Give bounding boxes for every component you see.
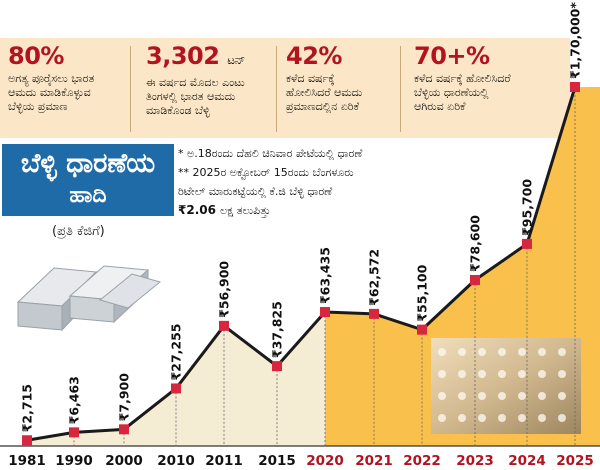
x-tick-label: 2011 (205, 453, 243, 469)
x-tick-label: 2023 (456, 453, 494, 469)
stat-unit: ಟನ್ (227, 53, 245, 67)
data-point (570, 82, 580, 92)
data-label: ₹2,715 (20, 384, 35, 432)
chart-title: ಬೆಳ್ಳಿ ಧಾರಣೆಯ ಹಾದಿ (2, 144, 174, 216)
photo-detail (458, 414, 466, 422)
stat-description: ಕಳೆದ ವರ್ಷಕ್ಕೆ ಹೋಲಿಸಿದರೆ ಆಮದು ಪ್ರಮಾಣದಲ್ಲಿ… (286, 72, 363, 113)
data-point (22, 435, 32, 446)
x-tick-label: 2024 (508, 453, 546, 469)
x-tick-label: 2022 (403, 453, 441, 469)
photo-detail (538, 370, 546, 378)
stat-value: 42% (286, 42, 342, 70)
x-tick-label: 2025 (556, 453, 594, 469)
photo-detail (438, 414, 446, 422)
photo-detail (438, 370, 446, 378)
stat-value: 70+% (414, 42, 490, 70)
data-point (119, 424, 129, 435)
data-point (171, 383, 181, 394)
photo-detail (478, 414, 486, 422)
data-point (369, 308, 379, 319)
x-tick-label: 1981 (8, 453, 46, 469)
stat-divider (276, 46, 277, 132)
footnote-2-cont: ರಿಟೇಲ್ ಮಾರುಕಟ್ಟೆಯಲ್ಲಿ ಕೆ.ಜಿ ಬೆಳ್ಳಿ ಧಾರಣೆ (178, 185, 333, 198)
x-tick-label: 2021 (355, 453, 393, 469)
photo-detail (478, 348, 486, 356)
footnote-price: ₹2.06 ಲಕ್ಷ ತಲುಪಿತ್ತು (178, 203, 271, 217)
unit-note: (ಪ್ರತಿ ಕೆಜಿಗೆ) (52, 224, 105, 239)
footnotes: * ಅ.18ರಂದು ದೆಹಲಿ ಚಿನಿವಾರ ಪೇಟೆಯಲ್ಲಿ ಧಾರಣೆ… (178, 144, 408, 220)
x-tick-label: 1990 (55, 453, 93, 469)
stat-description: ಅಗತ್ಯ ಪೂರೈಸಲು ಭಾರತ ಆಮದು ಮಾಡಿಕೊಳ್ಳುವ ಬೆಳ್… (8, 72, 95, 113)
footnote-1: * ಅ.18ರಂದು ದೆಹಲಿ ಚಿನಿವಾರ ಪೇಟೆಯಲ್ಲಿ ಧಾರಣೆ (178, 147, 363, 160)
stat-value: 80% (8, 42, 64, 70)
area-fill-early (27, 312, 325, 446)
stat-divider (130, 46, 131, 132)
x-tick-label: 2015 (258, 453, 296, 469)
photo-detail (558, 414, 566, 422)
photo-detail (558, 392, 566, 400)
photo-detail (438, 392, 446, 400)
data-point (69, 427, 79, 438)
stat-price-growth: 70+% ಕಳೆದ ವರ್ಷಕ್ಕೆ ಹೋಲಿಸಿದರೆ ಬೆಳ್ಳಿಯ ಧಾರ… (414, 42, 511, 114)
data-label: ₹1,70,000* (568, 2, 583, 79)
photo-detail (558, 370, 566, 378)
title-line-1: ಬೆಳ್ಳಿ ಧಾರಣೆಯ (20, 148, 156, 179)
photo-detail (538, 392, 546, 400)
photo-detail (498, 392, 506, 400)
x-tick-label: 2010 (157, 453, 195, 469)
stat-import-share: 80% ಅಗತ್ಯ ಪೂರೈಸಲು ಭಾರತ ಆಮದು ಮಾಡಿಕೊಳ್ಳುವ … (8, 42, 94, 114)
data-point (417, 324, 427, 335)
photo-detail (538, 414, 546, 422)
photo-detail (478, 370, 486, 378)
photo-detail (538, 348, 546, 356)
data-label: ₹95,700 (520, 179, 535, 236)
x-tick-label: 2000 (105, 453, 143, 469)
data-label: ₹62,572 (367, 249, 382, 306)
stat-description: ಈ ವರ್ಷದ ಮೊದಲ ಎಂಟು ತಿಂಗಳಲ್ಲಿ ಭಾರತ ಆಮದು ಮಾ… (146, 76, 245, 117)
stats-band (0, 38, 570, 138)
stat-description: ಕಳೆದ ವರ್ಷಕ್ಕೆ ಹೋಲಿಸಿದರೆ ಬೆಳ್ಳಿಯ ಧಾರಣೆಯಲ್… (414, 72, 511, 113)
data-point (320, 307, 330, 318)
photo-detail (518, 370, 526, 378)
data-label: ₹37,825 (270, 301, 285, 358)
stat-divider (400, 46, 401, 132)
photo-detail (518, 392, 526, 400)
stat-value: 3,302 ಟನ್ (146, 42, 245, 70)
photo-detail (458, 370, 466, 378)
photo-detail (438, 348, 446, 356)
data-label: ₹78,600 (468, 215, 483, 272)
photo-detail (498, 414, 506, 422)
x-tick-label: 2020 (306, 453, 344, 469)
photo-detail (478, 392, 486, 400)
photo-detail (458, 348, 466, 356)
data-point (219, 320, 229, 331)
data-label: ₹56,900 (217, 261, 232, 318)
data-label: ₹63,435 (318, 247, 333, 304)
stat-import-tonnes: 3,302 ಟನ್ ಈ ವರ್ಷದ ಮೊದಲ ಎಂಟು ತಿಂಗಳಲ್ಲಿ ಭಾ… (146, 42, 245, 118)
photo-detail (458, 392, 466, 400)
silver-bars-icon (16, 265, 162, 332)
stat-import-growth: 42% ಕಳೆದ ವರ್ಷಕ್ಕೆ ಹೋಲಿಸಿದರೆ ಆಮದು ಪ್ರಮಾಣದ… (286, 42, 362, 114)
data-label: ₹6,463 (67, 376, 82, 424)
photo-detail (498, 348, 506, 356)
data-point (522, 238, 532, 249)
photo-detail (498, 370, 506, 378)
data-point (470, 275, 480, 286)
data-label: ₹27,255 (169, 324, 184, 381)
series-line (26, 86, 577, 442)
data-label: ₹55,100 (415, 264, 430, 321)
photo-detail (558, 348, 566, 356)
title-line-2: ಹಾದಿ (69, 183, 107, 208)
photo-detail (518, 414, 526, 422)
footnote-2: ** 2025ರ ಅಕ್ಟೋಬರ್ 15ರಂದು ಬೆಂಗಳೂರು (178, 166, 354, 179)
photo-detail (518, 348, 526, 356)
data-label: ₹7,900 (117, 373, 132, 422)
data-point (272, 361, 282, 372)
